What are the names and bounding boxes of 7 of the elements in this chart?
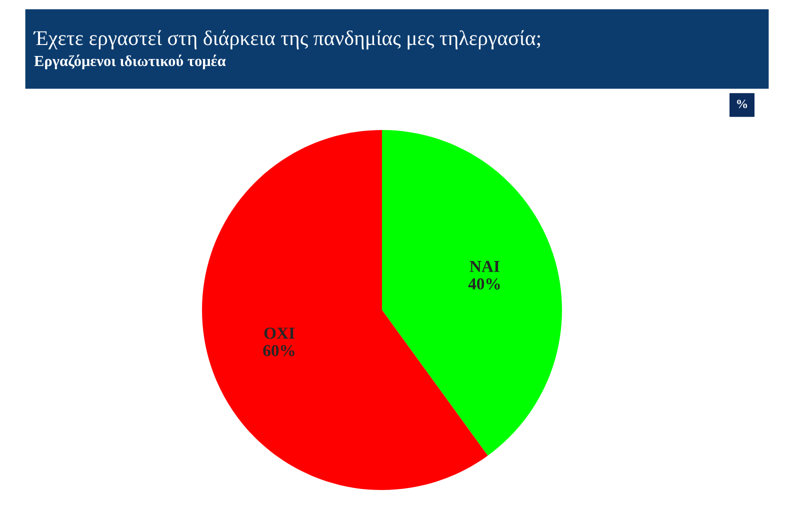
slice-label: ΟΧΙ <box>264 328 294 339</box>
chart-subtitle: Εργαζόμενοι ιδιωτικού τομέα <box>34 54 226 70</box>
data-label: 60% <box>263 345 294 356</box>
text: % <box>737 100 748 108</box>
slice-label: ΝΑΙ <box>470 260 500 272</box>
chart-title: Έχετε εργαστεί στη διάρκεια της πανδημίας μες τηλεργασία; <box>33 30 540 50</box>
data-label: 40% <box>468 278 500 290</box>
